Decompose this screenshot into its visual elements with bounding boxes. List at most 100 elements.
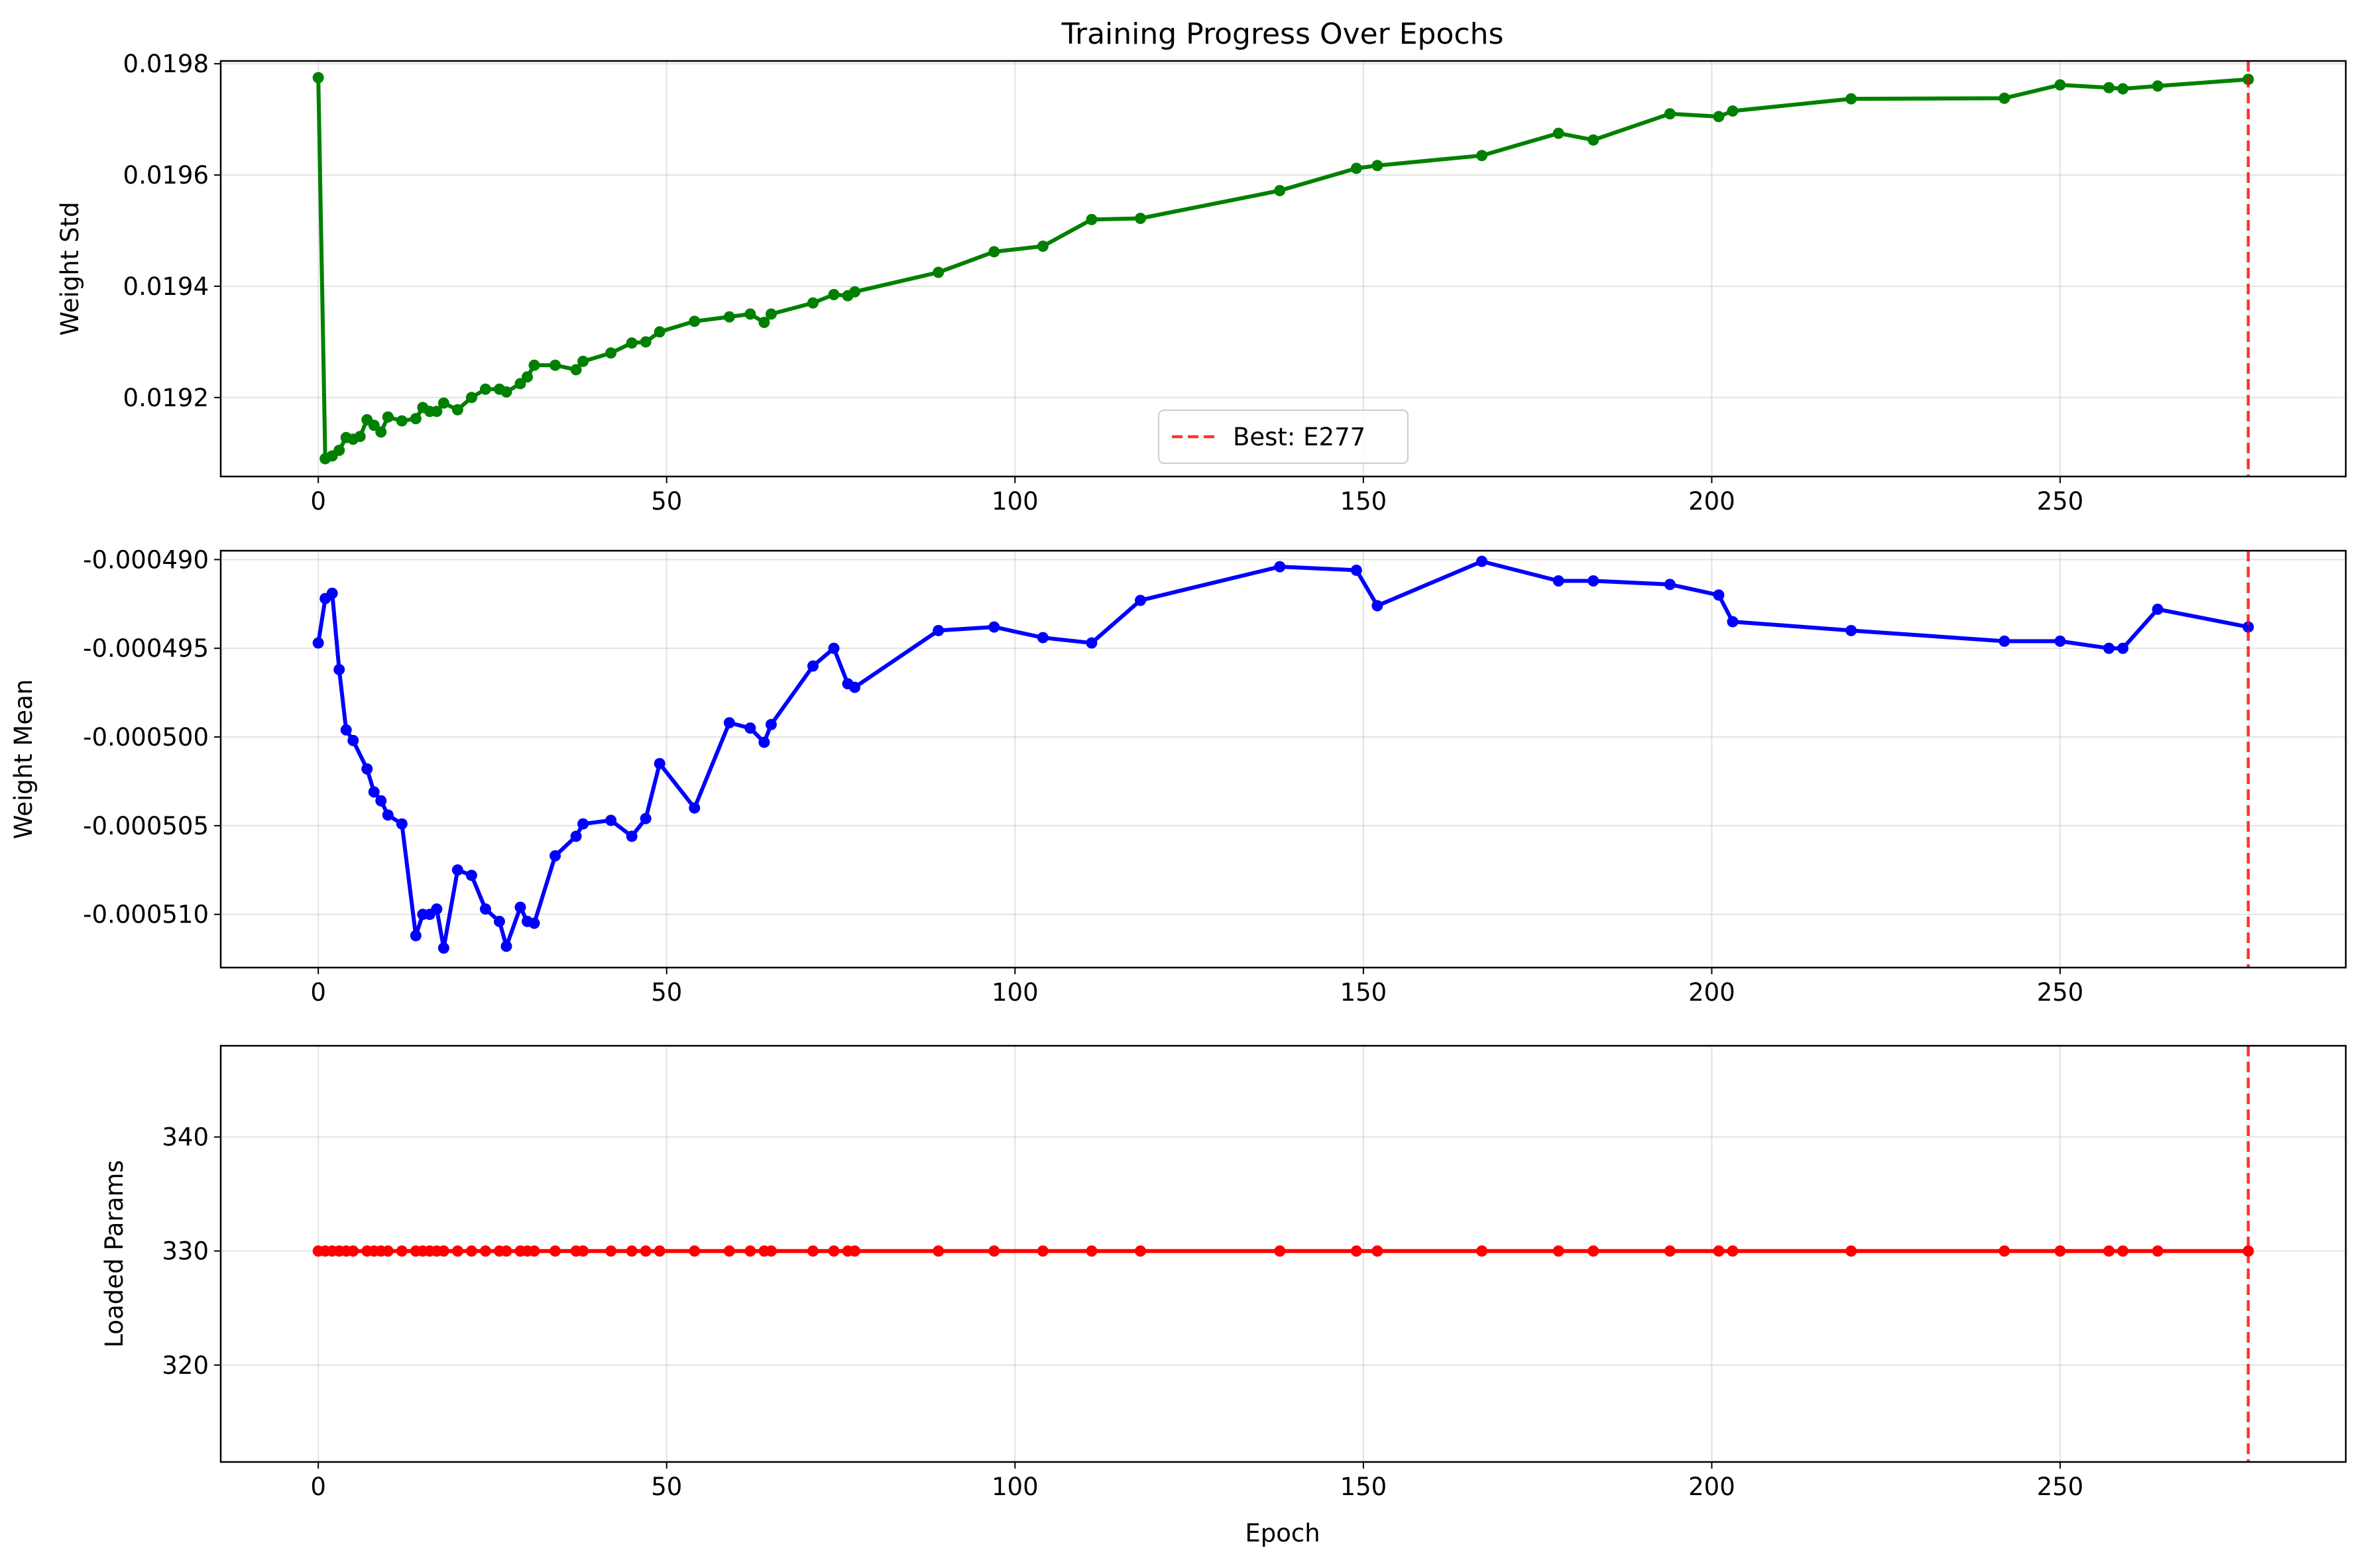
weight-std-data-point <box>431 406 443 418</box>
weight-mean-y-axis-label: Weight Mean <box>9 679 38 839</box>
loaded-params-data-point <box>382 1245 394 1257</box>
legend: Best: E277 <box>1158 410 1409 464</box>
weight-mean-data-point <box>807 660 819 672</box>
weight-mean-panel: 0 50 100 150 200 250 -0.000490 -0.000495 -0.0005… <box>9 545 2347 1007</box>
chart-title: Training Progress Over Epochs <box>1061 17 1504 51</box>
weight-mean-data-point <box>1552 575 1564 587</box>
weight-mean-data-point <box>744 722 756 734</box>
weight-std-data-point <box>1350 162 1362 174</box>
weight-std-data-point <box>2152 80 2164 92</box>
weight-std-x-tick-label: 150 <box>1340 487 1387 516</box>
weight-std-data-point <box>1274 185 1286 197</box>
weight-mean-y-tick-label: -0.000490 <box>83 545 209 574</box>
loaded-params-data-point <box>1135 1245 1147 1257</box>
weight-mean-data-point <box>1350 564 1362 576</box>
weight-std-panel: 0 50 100 150 200 250 0.0192 0.0194 0.0196 0.0198 W… <box>56 50 2347 516</box>
weight-mean-data-point <box>723 717 735 729</box>
weight-mean-data-point <box>2103 642 2115 654</box>
loaded-params-data-point <box>1588 1245 1599 1257</box>
weight-std-data-point <box>640 336 652 348</box>
weight-mean-data-point <box>1037 632 1049 644</box>
weight-std-data-point <box>1713 111 1725 123</box>
weight-mean-y-tick-label: -0.000495 <box>83 634 209 663</box>
weight-std-data-point <box>437 397 449 409</box>
loaded-params-y-tick-label: 340 <box>162 1123 209 1152</box>
weight-std-data-point <box>849 286 861 298</box>
weight-std-x-tick-label: 0 <box>310 487 326 516</box>
loaded-params-x-tick-label: 50 <box>651 1473 682 1501</box>
weight-mean-data-point <box>347 734 359 746</box>
weight-mean-data-point <box>1086 637 1098 649</box>
weight-std-data-point <box>368 420 380 431</box>
weight-mean-y-tick-label: -0.000505 <box>83 812 209 840</box>
weight-std-data-point <box>1135 213 1147 225</box>
loaded-params-panel: 0 50 100 150 200 250 320 330 340 Loaded Params <box>100 1044 2347 1501</box>
weight-std-data-point <box>479 383 491 395</box>
weight-std-data-point <box>500 386 512 398</box>
x-axis-label: Epoch <box>1245 1519 1320 1547</box>
weight-mean-x-tick-label: 250 <box>2037 978 2084 1007</box>
weight-std-data-point <box>1727 105 1739 117</box>
weight-std-y-tick-label: 0.0194 <box>123 272 209 301</box>
weight-mean-data-point <box>479 903 491 915</box>
loaded-params-data-point <box>765 1245 777 1257</box>
weight-mean-data-point <box>368 786 380 798</box>
loaded-params-data-point <box>2242 1245 2254 1257</box>
weight-mean-y-tick-label: -0.000510 <box>83 901 209 929</box>
weight-mean-data-point <box>758 736 770 748</box>
weight-mean-data-point <box>312 637 324 649</box>
weight-mean-data-point <box>689 802 701 814</box>
weight-mean-data-point <box>605 814 617 826</box>
loaded-params-data-point <box>2103 1245 2115 1257</box>
weight-std-data-point <box>1086 213 1098 225</box>
weight-mean-data-point <box>1845 624 1857 636</box>
weight-std-data-point <box>1998 92 2010 104</box>
loaded-params-data-point <box>577 1245 589 1257</box>
weight-mean-data-point <box>549 850 561 862</box>
loaded-params-data-point <box>654 1245 665 1257</box>
weight-std-data-point <box>2103 82 2115 93</box>
loaded-params-x-tick-label: 200 <box>1688 1473 1735 1501</box>
weight-mean-data-point <box>1371 600 1383 612</box>
loaded-params-data-point <box>1274 1245 1286 1257</box>
weight-std-x-tick-label: 100 <box>992 487 1039 516</box>
weight-mean-data-point <box>465 869 477 881</box>
loaded-params-data-point <box>2054 1245 2066 1257</box>
weight-std-data-point <box>396 415 408 427</box>
loaded-params-data-point <box>849 1245 861 1257</box>
weight-mean-data-point <box>493 915 505 927</box>
weight-std-data-point <box>654 326 665 338</box>
weight-std-data-point <box>744 308 756 320</box>
weight-mean-data-point <box>2152 603 2164 615</box>
legend-label: Best: E277 <box>1233 423 1365 451</box>
loaded-params-data-point <box>437 1245 449 1257</box>
loaded-params-data-point <box>1998 1245 2010 1257</box>
weight-std-data-point <box>382 411 394 423</box>
weight-std-data-point <box>605 347 617 359</box>
loaded-params-y-axis-label: Loaded Params <box>100 1160 129 1347</box>
weight-mean-data-point <box>2117 642 2129 654</box>
weight-mean-data-point <box>577 818 589 830</box>
loaded-params-data-point <box>1727 1245 1739 1257</box>
weight-std-data-point <box>723 311 735 323</box>
weight-mean-axes-frame <box>219 549 2347 969</box>
weight-mean-data-point <box>528 917 540 929</box>
weight-mean-data-point <box>933 624 945 636</box>
loaded-params-data-point <box>807 1245 819 1257</box>
weight-mean-data-point <box>431 903 443 915</box>
weight-mean-x-tick-label: 50 <box>651 978 682 1007</box>
weight-std-x-tick-label: 250 <box>2037 487 2084 516</box>
loaded-params-data-point <box>1476 1245 1488 1257</box>
legend-box <box>1158 410 1409 464</box>
weight-mean-data-point <box>1588 575 1599 587</box>
weight-mean-data-point <box>437 942 449 954</box>
weight-std-data-point <box>1037 241 1049 252</box>
weight-std-x-tick-label: 50 <box>651 487 682 516</box>
weight-std-data-point <box>988 246 1000 258</box>
loaded-params-data-point <box>640 1245 652 1257</box>
loaded-params-data-point <box>549 1245 561 1257</box>
weight-std-data-point <box>451 404 463 416</box>
loaded-params-data-point <box>1552 1245 1564 1257</box>
weight-std-data-point <box>2054 79 2066 91</box>
